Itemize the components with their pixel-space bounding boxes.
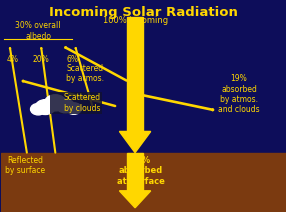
Circle shape — [31, 103, 46, 115]
Text: 30% overall
albedo: 30% overall albedo — [15, 21, 61, 41]
Bar — [127, 17, 143, 131]
Text: 4%: 4% — [7, 55, 19, 64]
Text: Incoming Solar Radiation: Incoming Solar Radiation — [49, 6, 238, 19]
Bar — [1, 153, 286, 212]
Circle shape — [56, 99, 74, 113]
Polygon shape — [120, 191, 151, 208]
Text: 20%: 20% — [33, 55, 49, 64]
Text: Scattered
by clouds: Scattered by clouds — [64, 93, 101, 113]
Text: 51%
absorbed
at surface: 51% absorbed at surface — [117, 156, 165, 186]
Circle shape — [66, 103, 82, 114]
Bar — [127, 153, 143, 191]
Text: Scattered
by atmos.: Scattered by atmos. — [66, 64, 104, 83]
Text: Reflected
by surface: Reflected by surface — [5, 156, 45, 175]
Circle shape — [35, 100, 55, 114]
Polygon shape — [120, 131, 151, 153]
Text: 19%
absorbed
by atmos.
and clouds: 19% absorbed by atmos. and clouds — [218, 74, 260, 114]
FancyBboxPatch shape — [50, 92, 102, 114]
Text: 100% incoming: 100% incoming — [102, 16, 168, 25]
Circle shape — [45, 95, 66, 111]
Text: 6%: 6% — [66, 55, 78, 64]
